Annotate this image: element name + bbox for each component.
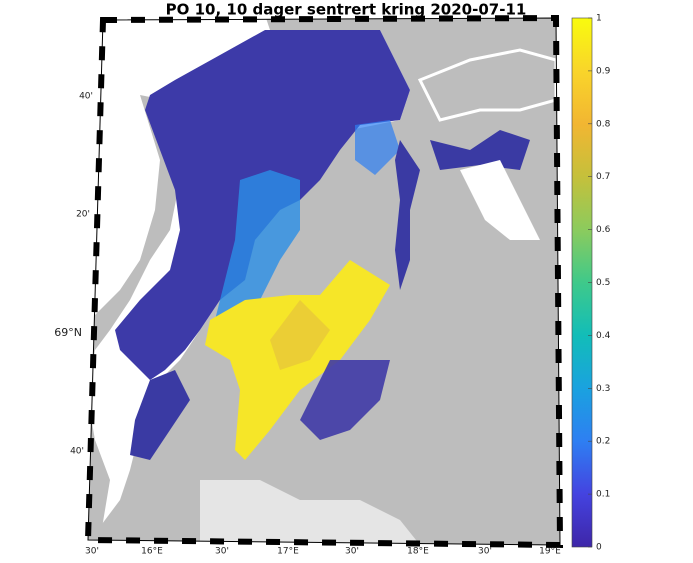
colorbar-tick-label: 0.6	[596, 225, 611, 235]
lon-label: 17°E	[277, 547, 299, 557]
lon-label: 18°E	[407, 547, 429, 557]
map-title: PO 10, 10 dager sentrert kring 2020-07-1…	[166, 1, 527, 19]
colorbar-tick-label: 0	[596, 543, 602, 553]
lon-label: 19°E	[539, 547, 561, 557]
colorbar-tick-label: 0.3	[596, 384, 610, 394]
colorbar-tick-label: 0.1	[596, 490, 610, 500]
lon-label: 30'	[345, 547, 359, 557]
lon-label: 30'	[215, 547, 229, 557]
lat-label: 40'	[79, 92, 93, 102]
colorbar-tick-label: 0.2	[596, 437, 610, 447]
lon-label: 16°E	[141, 547, 163, 557]
lat-label: 69°N	[54, 326, 82, 339]
lon-label: 30'	[478, 547, 492, 557]
colorbar-tick-label: 0.4	[596, 331, 611, 341]
colorbar-tick-label: 0.7	[596, 172, 610, 182]
lon-label: 30'	[85, 547, 99, 557]
lat-label: 20'	[76, 210, 90, 220]
colorbar-tick-label: 1	[596, 14, 602, 24]
lat-label: 40'	[70, 447, 84, 457]
map-frame-line	[87, 17, 561, 546]
colorbar-tick-label: 0.8	[596, 119, 611, 129]
map-area	[88, 18, 560, 545]
colorbar-tick-label: 0.5	[596, 278, 610, 288]
colorbar-tick-label: 0.9	[596, 66, 611, 76]
